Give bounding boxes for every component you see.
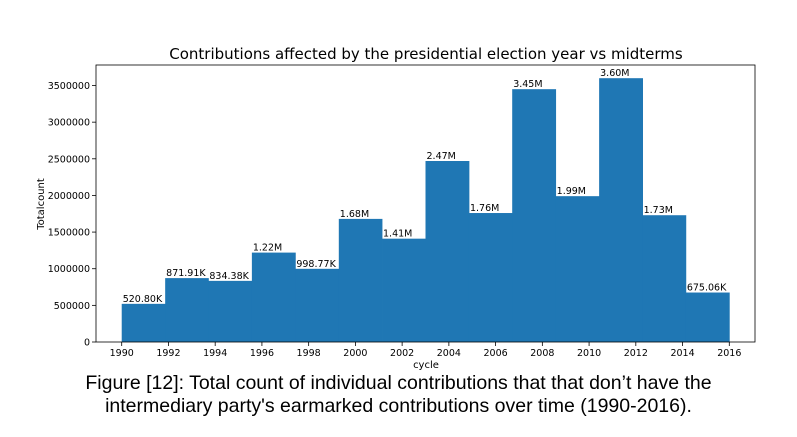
y-tick-label: 0 [84, 338, 90, 349]
y-tick-label: 2500000 [48, 154, 90, 165]
bar [382, 239, 426, 342]
bar [122, 304, 166, 342]
bar-value-label: 3.60M [600, 68, 629, 79]
bar [339, 219, 383, 342]
x-tick-label: 2002 [390, 348, 414, 359]
bar [426, 161, 470, 342]
y-tick-label: 500000 [54, 301, 90, 312]
x-tick-label: 2004 [437, 348, 461, 359]
y-tick-label: 1000000 [48, 264, 90, 275]
bar-value-label: 1.73M [644, 205, 673, 216]
x-tick-label: 2016 [717, 348, 741, 359]
bar-value-label: 675.06K [687, 283, 727, 294]
y-axis-ticks: 0 500000 1000000 1500000 2000000 2500000 30000… [48, 81, 96, 348]
y-axis-label: Totalcount [36, 178, 47, 231]
x-tick-label: 1992 [156, 348, 180, 359]
bar [469, 213, 513, 342]
figure-caption: Figure [12]: Total count of individual c… [0, 372, 797, 418]
bar-value-label: 1.99M [557, 186, 586, 197]
x-tick-label: 2014 [670, 348, 694, 359]
bar-value-label: 1.41M [383, 229, 412, 240]
caption-line-1: Figure [12]: Total count of individual c… [0, 372, 797, 395]
caption-line-2: intermediary party's earmarked contribut… [0, 395, 797, 418]
bar-value-label: 1.76M [470, 203, 499, 214]
x-tick-label: 1998 [297, 348, 321, 359]
x-tick-label: 2010 [577, 348, 601, 359]
bar-value-label: 1.68M [340, 209, 369, 220]
x-tick-label: 2008 [530, 348, 554, 359]
bar [295, 269, 339, 342]
x-tick-label: 2012 [624, 348, 648, 359]
x-axis-ticks: 1990 1992 1994 1996 1998 2000 2002 2004 2006 2008… [110, 342, 742, 359]
y-tick-label: 3000000 [48, 118, 90, 129]
histogram-chart: Contributions affected by the presidenti… [0, 0, 797, 372]
x-tick-label: 1994 [203, 348, 227, 359]
bar-value-label: 871.91K [166, 268, 206, 279]
bar-value-label: 998.77K [296, 259, 336, 270]
bar-value-label: 520.80K [123, 294, 163, 305]
x-tick-label: 2000 [343, 348, 367, 359]
bar-value-label: 3.45M [513, 79, 542, 90]
x-tick-label: 2006 [484, 348, 508, 359]
bar [686, 293, 730, 342]
y-tick-label: 3500000 [48, 81, 90, 92]
bar-value-label: 2.47M [427, 151, 456, 162]
bar [208, 281, 252, 342]
bar [512, 89, 556, 342]
bar-value-label: 834.38K [209, 271, 249, 282]
bar-value-label: 1.22M [253, 243, 282, 254]
bar [252, 253, 296, 342]
x-axis-label: cycle [413, 360, 439, 371]
bar [599, 78, 643, 342]
x-tick-label: 1996 [250, 348, 274, 359]
bar [556, 196, 600, 342]
y-tick-label: 2000000 [48, 191, 90, 202]
chart-title: Contributions affected by the presidenti… [169, 45, 683, 63]
bar [165, 278, 209, 342]
bars-group [122, 78, 730, 342]
y-tick-label: 1500000 [48, 228, 90, 239]
bar [643, 215, 687, 342]
x-tick-label: 1990 [110, 348, 134, 359]
